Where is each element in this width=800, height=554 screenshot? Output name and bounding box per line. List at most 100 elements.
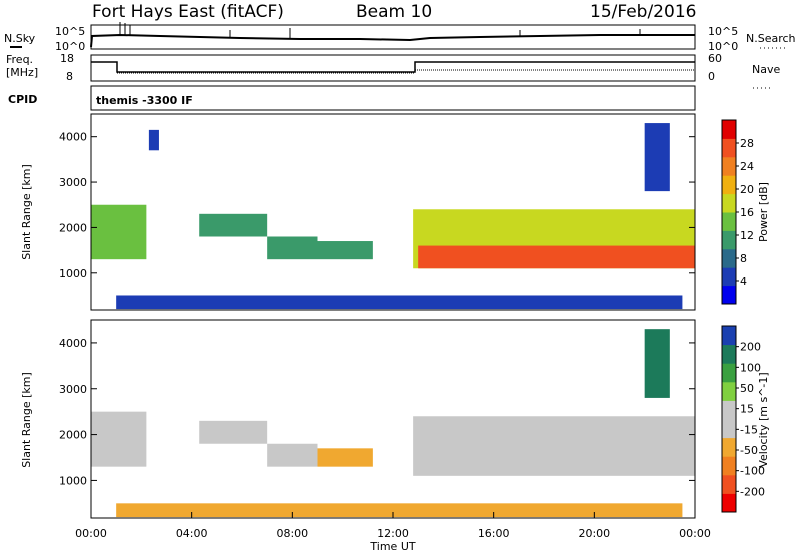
- colorbar-swatch: [722, 120, 736, 139]
- y-tick-label: 2000: [59, 221, 87, 234]
- nave-tick-bottom: 0: [708, 70, 715, 83]
- nsky-tick-top: 10^5: [55, 25, 85, 38]
- power-region: [644, 123, 670, 192]
- x-tick-label: 08:00: [276, 527, 308, 540]
- power-colorbar-label: Power [dB]: [757, 182, 770, 242]
- y-tick-label: 1000: [59, 474, 87, 487]
- velocity-heatmap: [91, 329, 695, 518]
- velocity-region: [317, 448, 373, 467]
- nsky-panel: 10^5 10^0 N.Sky 10^5 10^0 N.Search: [4, 22, 796, 53]
- colorbar-swatch: [722, 175, 736, 195]
- power-panel: 1000 2000 3000 4000 Slant Range [km] 4 8 12 16…: [20, 113, 770, 311]
- colorbar-swatch: [722, 381, 736, 401]
- velocity-panel: 1000 2000 3000 4000 00:00 04:00 08:00 12:00 16:…: [20, 319, 770, 553]
- colorbar-swatch: [722, 267, 736, 287]
- colorbar-tick-label: 16: [740, 206, 754, 219]
- velocity-colorbar: -200 -100 -50 -15 15 50 100 200: [721, 325, 765, 513]
- power-region: [116, 295, 683, 310]
- cpid-text: themis -3300 IF: [96, 94, 193, 107]
- velocity-region: [644, 329, 670, 398]
- colorbar-swatch: [722, 138, 736, 158]
- colorbar-swatch: [722, 230, 736, 250]
- colorbar-swatch: [722, 285, 736, 305]
- nsearch-label: N.Search: [746, 32, 796, 45]
- velocity-region: [413, 416, 695, 476]
- colorbar-swatch: [722, 156, 736, 176]
- station-title: Fort Hays East (fitACF): [92, 2, 284, 22]
- colorbar-tick-label: -15: [740, 423, 758, 436]
- colorbar-tick-label: 28: [740, 137, 754, 150]
- freq-trace: [91, 61, 695, 73]
- power-region: [317, 241, 373, 260]
- velocity-region: [91, 411, 147, 467]
- cpid-panel: CPID themis -3300 IF: [8, 85, 696, 111]
- colorbar-swatch: [722, 419, 736, 439]
- x-tick-label: 12:00: [377, 527, 409, 540]
- colorbar-swatch: [722, 193, 736, 213]
- cpid-label: CPID: [8, 93, 37, 106]
- colorbar-swatch: [722, 456, 736, 476]
- x-tick-label: 00:00: [679, 527, 711, 540]
- colorbar-swatch: [722, 363, 736, 383]
- nsky-tick-bottom: 10^0: [55, 40, 85, 53]
- freq-tick-bottom: 8: [66, 70, 73, 83]
- colorbar-tick-label: -50: [740, 444, 758, 457]
- nsky-spikes: [119, 22, 641, 38]
- colorbar-tick-label: 20: [740, 183, 754, 196]
- velocity-ylabel: Slant Range [km]: [20, 372, 33, 468]
- nsearch-tick-bottom: 10^0: [708, 40, 738, 53]
- time-xlabel: Time UT: [369, 540, 415, 553]
- y-tick-label: 2000: [59, 429, 87, 442]
- power-region: [418, 245, 695, 269]
- y-tick-label: 4000: [59, 131, 87, 144]
- nsky-trace: [90, 33, 695, 48]
- colorbar-tick-label: -200: [740, 485, 765, 498]
- colorbar-swatch: [722, 344, 736, 364]
- power-heatmap: [91, 123, 695, 310]
- x-tick-label: 00:00: [75, 527, 107, 540]
- colorbar-tick-label: 8: [740, 252, 747, 265]
- date-label: 15/Feb/2016: [590, 2, 696, 22]
- x-tick-label: 20:00: [578, 527, 610, 540]
- colorbar-tick-label: 4: [740, 275, 747, 288]
- colorbar-swatch: [722, 474, 736, 494]
- freq-panel: Freq. [MHz] 18 8 60 0 Nave: [6, 52, 780, 89]
- colorbar-tick-label: 200: [740, 341, 761, 354]
- colorbar-tick-label: 12: [740, 229, 754, 242]
- velocity-region: [116, 503, 683, 518]
- y-tick-label: 3000: [59, 176, 87, 189]
- colorbar-swatch: [722, 400, 736, 420]
- power-region: [91, 204, 147, 260]
- y-tick-label: 3000: [59, 383, 87, 396]
- nsearch-tick-top: 10^5: [708, 25, 738, 38]
- y-tick-label: 4000: [59, 337, 87, 350]
- nsky-label: N.Sky: [4, 32, 36, 45]
- colorbar-tick-label: 15: [740, 403, 754, 416]
- x-tick-label: 16:00: [478, 527, 510, 540]
- velocity-region: [267, 443, 318, 467]
- colorbar-tick-label: 100: [740, 361, 761, 374]
- beam-label: Beam 10: [356, 2, 432, 22]
- power-ylabel: Slant Range [km]: [20, 164, 33, 260]
- freq-label-line2: [MHz]: [6, 66, 38, 79]
- power-region: [199, 213, 268, 237]
- colorbar-swatch: [722, 212, 736, 231]
- colorbar-tick-label: 24: [740, 160, 754, 173]
- power-colorbar: 4 8 12 16 20 24 28: [721, 119, 754, 305]
- colorbar-swatch: [722, 248, 736, 268]
- velocity-colorbar-label: Velocity [m s^-1]: [757, 372, 770, 467]
- colorbar-swatch: [722, 493, 736, 513]
- power-region: [148, 129, 159, 151]
- freq-label-line1: Freq.: [6, 53, 33, 66]
- colorbar-swatch: [722, 437, 736, 457]
- colorbar-tick-label: 50: [740, 382, 754, 395]
- y-tick-label: 1000: [59, 267, 87, 280]
- velocity-region: [199, 420, 268, 444]
- colorbar-tick-label: -100: [740, 465, 765, 478]
- nave-tick-top: 60: [708, 52, 722, 65]
- x-tick-label: 04:00: [176, 527, 208, 540]
- colorbar-swatch: [722, 326, 736, 346]
- freq-tick-top: 18: [60, 52, 74, 65]
- power-region: [267, 236, 318, 260]
